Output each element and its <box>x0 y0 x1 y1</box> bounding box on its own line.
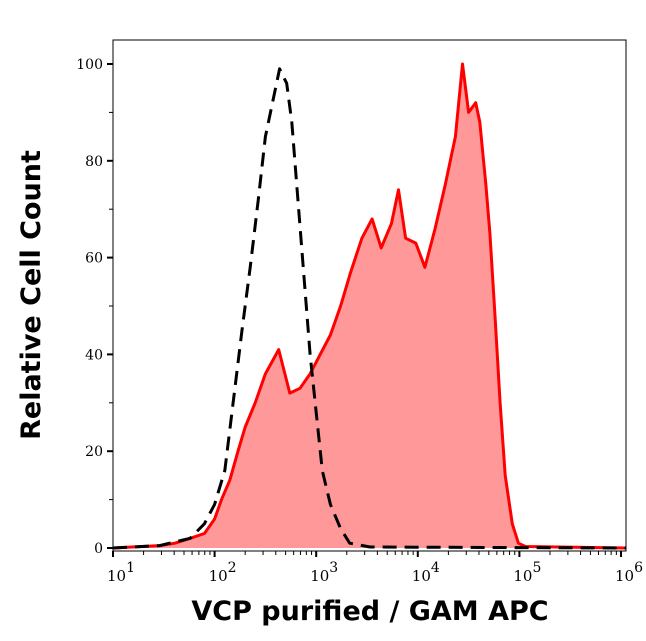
ticks-layer: 0 20 40 60 80 100 101 102 103 104 105 106 <box>76 57 643 585</box>
y-axis-label: Relative Cell Count <box>16 150 47 440</box>
y-tick-label: 80 <box>85 154 103 170</box>
x-tick-label: 104 <box>412 560 440 585</box>
x-tick-label: 102 <box>209 560 237 585</box>
series-0-fill <box>113 64 626 548</box>
x-axis-label: VCP purified / GAM APC <box>191 596 548 627</box>
x-tick-label: 106 <box>615 560 643 585</box>
y-tick-label: 60 <box>85 251 103 267</box>
x-tick-label: 105 <box>513 560 541 585</box>
y-tick-label: 40 <box>85 347 103 363</box>
y-tick-label: 100 <box>76 57 103 73</box>
x-tick-label: 103 <box>310 560 338 585</box>
series-0-line <box>112 62 627 550</box>
y-tick-label: 0 <box>94 541 103 557</box>
series-layer <box>112 62 627 550</box>
plot-frame <box>112 39 627 552</box>
series-1-line <box>112 67 627 550</box>
x-tick-label: 101 <box>107 560 135 585</box>
y-tick-label: 20 <box>85 444 103 460</box>
